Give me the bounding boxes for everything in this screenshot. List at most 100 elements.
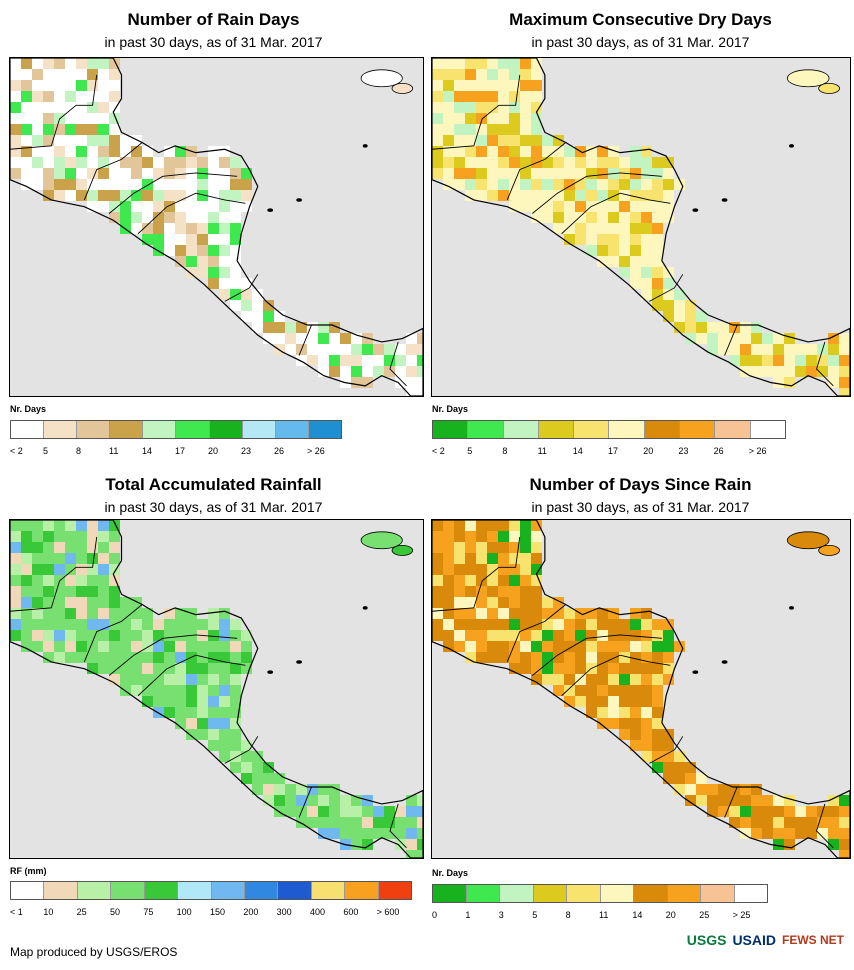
legend-swatch (44, 421, 78, 438)
map-rain-days[interactable] (9, 57, 424, 397)
legend-label: 50 (110, 907, 121, 917)
coastline (432, 58, 850, 396)
fews-net-logo: FEWS NET (782, 933, 844, 947)
legend-swatch (538, 421, 575, 438)
legend-bar (432, 420, 786, 439)
legend-label: 14 (632, 910, 643, 920)
island (788, 144, 794, 148)
panel-days-since-rain: Number of Days Since Rain in past 30 day… (427, 465, 854, 935)
legend-label: 11 (599, 910, 609, 920)
legend-swatch (244, 882, 279, 899)
legend-label: 600 (343, 907, 359, 917)
island (296, 198, 302, 202)
legend-swatch (750, 421, 785, 438)
legend-label: 23 (678, 446, 689, 456)
legend-labels: < 1 10 25 50 75 100 150 200 300 400 600 > 600 (10, 907, 410, 919)
legend-label: > 26 (307, 446, 325, 456)
island (788, 606, 794, 610)
usgs-logo: USGS (686, 932, 727, 948)
legend-swatch (433, 421, 469, 438)
panel-subtitle: in past 30 days, as of 31 Mar. 2017 (531, 34, 750, 50)
country-border (561, 654, 671, 697)
country-border (432, 74, 521, 150)
legend-swatch (311, 882, 346, 899)
legend-label: 0 (432, 910, 438, 920)
coastline (432, 520, 850, 858)
legend-swatch (468, 421, 504, 438)
island (267, 208, 274, 212)
legend-label: 26 (274, 446, 285, 456)
island (786, 531, 830, 550)
legend-label: 400 (310, 907, 326, 917)
island (360, 69, 403, 88)
legend-label: 20 (208, 446, 219, 456)
legend-bar (10, 881, 412, 900)
legend-swatch (211, 882, 245, 899)
legend-label: 17 (175, 446, 186, 456)
island (786, 69, 830, 88)
map-canvas (432, 520, 850, 858)
island (391, 544, 414, 556)
country-border (506, 604, 567, 663)
legend-label: 75 (143, 907, 154, 917)
legend-label: 17 (608, 446, 619, 456)
map-max-dry-days[interactable] (431, 57, 851, 397)
map-days-since-rain[interactable] (431, 519, 851, 859)
country-border (137, 192, 246, 235)
legend-swatch (701, 885, 735, 902)
country-border (224, 736, 259, 764)
usaid-logo: USAID (732, 932, 776, 948)
island (692, 208, 699, 212)
country-border (224, 274, 259, 302)
legend-swatch (503, 421, 539, 438)
legend-swatch (308, 421, 341, 438)
legend-label: 10 (43, 907, 54, 917)
legend-swatch (680, 421, 716, 438)
island (296, 660, 302, 664)
legend-swatch (600, 885, 634, 902)
panel-title: Number of Rain Days (127, 10, 300, 29)
map-accum-rainfall[interactable] (9, 519, 424, 859)
country-border (724, 324, 738, 356)
country-border (816, 803, 834, 849)
country-border (506, 142, 567, 201)
legend-swatch (111, 882, 145, 899)
legend-swatch (634, 885, 668, 902)
legend-swatch (143, 421, 177, 438)
legend-swatch (734, 885, 767, 902)
island (360, 531, 403, 550)
country-border (10, 536, 98, 612)
country-border (298, 786, 312, 818)
country-border (83, 142, 143, 201)
legend-labels: < 2 5 8 11 14 17 20 23 26 > 26 (10, 446, 340, 458)
legend-bar (10, 420, 342, 439)
legend-swatch (715, 421, 751, 438)
country-border (137, 654, 246, 697)
grid-cells (432, 520, 850, 858)
legend-label: 14 (572, 446, 583, 456)
country-border (83, 604, 143, 663)
island (818, 544, 840, 556)
legend-swatch (609, 421, 645, 438)
legend-swatch (44, 882, 78, 899)
legend-label: 25 (76, 907, 87, 917)
legend-label: 100 (176, 907, 192, 917)
legend-label: 8 (76, 446, 82, 456)
legend-label: 20 (665, 910, 676, 920)
panel-accum-rainfall: Total Accumulated Rainfall in past 30 da… (0, 465, 427, 935)
legend-label: 14 (142, 446, 153, 456)
legend-swatch (110, 421, 144, 438)
legend-swatch (176, 421, 210, 438)
legend-label: 300 (276, 907, 292, 917)
country-border (389, 341, 407, 387)
island (818, 82, 840, 94)
country-border (724, 786, 738, 818)
legend-label: 1 (465, 910, 471, 920)
legend-label: < 2 (10, 446, 23, 456)
country-border (108, 634, 238, 676)
legend-label: < 2 (432, 446, 445, 456)
panel-title: Total Accumulated Rainfall (105, 475, 322, 494)
legend-swatch (77, 882, 112, 899)
legend-title: Nr. Days (432, 404, 469, 414)
legend-swatch (533, 885, 567, 902)
